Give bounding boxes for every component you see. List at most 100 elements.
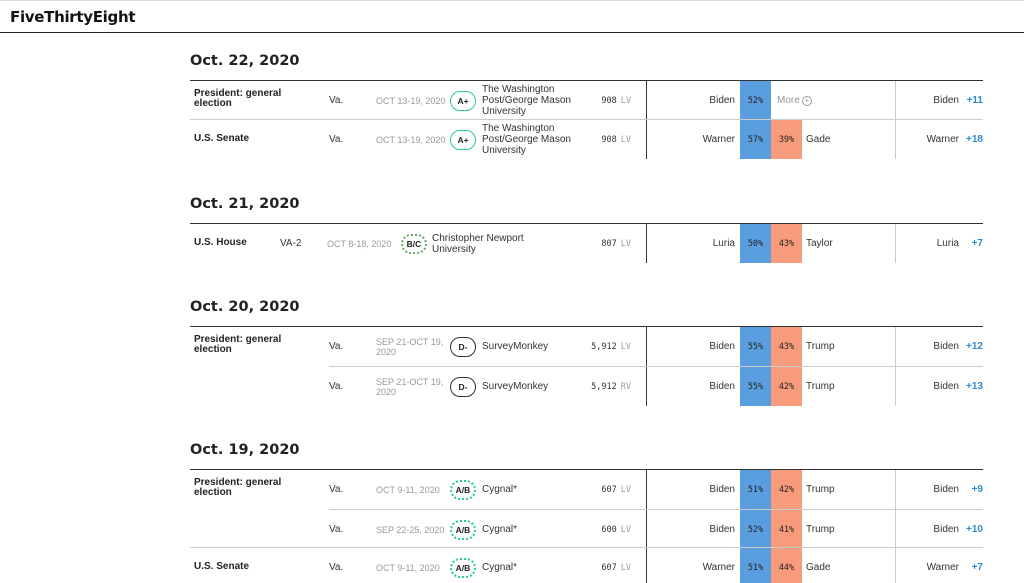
date-heading: Oct. 21, 2020 [190, 196, 300, 212]
race-group: President: general election Va. OCT 13-1… [190, 80, 983, 120]
sample-size: 908 LV [601, 134, 631, 145]
column-divider [646, 367, 647, 406]
pollster-grade-badge[interactable]: B/C [401, 233, 427, 254]
candidate-2-name: Trump [806, 381, 835, 392]
candidate-1-pct: 50% [740, 224, 771, 263]
fivethirtyeight-logo[interactable]: FiveThirtyEight [10, 8, 136, 26]
pollster-grade-badge[interactable]: A/B [450, 557, 476, 578]
candidate-1-pct: 52% [740, 510, 771, 549]
candidate-1-name: Luria [712, 238, 735, 249]
candidate-1-pct: 52% [740, 81, 771, 120]
state-label: Va. [329, 341, 344, 352]
poll-row[interactable]: Va. OCT 9-11, 2020 A/B Cygnal* 607 LV Bid… [329, 470, 983, 509]
population-label: LV [620, 134, 631, 145]
pollster-name[interactable]: SurveyMonkey [482, 341, 549, 352]
column-divider [646, 120, 647, 159]
pollster-grade-badge[interactable]: A+ [450, 129, 476, 150]
poll-row[interactable]: VA-2 OCT 8-18, 2020 B/C Christopher Newp… [280, 224, 983, 263]
candidate-1-name: Biden [709, 381, 735, 392]
pollster-name[interactable]: Cygnal* [482, 524, 518, 535]
poll-dates: OCT 8-18, 2020 [327, 238, 392, 249]
candidate-2-name: Trump [806, 341, 835, 352]
pollster-grade-badge[interactable]: A/B [450, 479, 476, 500]
pollster-grade-badge[interactable]: D- [450, 336, 476, 357]
candidate-2-pct: 42% [771, 470, 802, 509]
pollster-name[interactable]: Cygnal* [482, 562, 518, 573]
net-margin: +9 [971, 484, 983, 495]
candidate-2-pct: 42% [771, 367, 802, 406]
column-divider [646, 327, 647, 366]
poll-row[interactable]: Va. OCT 9-11, 2020 A/B Cygnal* 607 LV War… [329, 548, 983, 583]
plus-circle-icon: + [801, 95, 812, 106]
candidate-1-pct: 51% [740, 548, 771, 583]
poll-dates: OCT 13-19, 2020 [376, 95, 446, 106]
sample-size: 908 LV [601, 95, 631, 106]
candidate-1-name: Biden [709, 484, 735, 495]
net-leader-name: Luria [936, 238, 959, 249]
poll-row[interactable]: Va. SEP 22-25, 2020 A/B Cygnal* 600 LV Bi… [329, 509, 983, 549]
column-divider [895, 120, 896, 159]
state-label: Va. [329, 484, 344, 495]
net-margin: +7 [971, 562, 983, 573]
net-margin: +10 [966, 524, 983, 535]
candidate-2-name: Gade [806, 134, 831, 145]
race-label: President: general election [194, 334, 282, 355]
column-divider [646, 548, 647, 583]
poll-row[interactable]: Va. SEP 21-OCT 19, 2020 D- SurveyMonkey … [329, 327, 983, 366]
candidate-1-name: Warner [702, 562, 735, 573]
race-label: President: general election [194, 88, 282, 109]
sample-size: 807 LV [601, 238, 631, 249]
candidate-2-pct: 39% [771, 120, 802, 159]
column-divider [646, 81, 647, 120]
candidate-2-pct: 44% [771, 548, 802, 583]
population-label: LV [620, 484, 631, 495]
column-divider [895, 224, 896, 263]
sample-size: 5,912 LV [591, 341, 631, 352]
net-leader-name: Biden [933, 341, 959, 352]
date-heading: Oct. 20, 2020 [190, 299, 300, 315]
pollster-name[interactable]: SurveyMonkey [482, 381, 549, 392]
pollster-name[interactable]: Christopher Newport University [432, 232, 524, 255]
race-label: U.S. House [194, 237, 247, 248]
candidate-2-pct: 41% [771, 510, 802, 549]
district-label: VA-2 [280, 238, 302, 249]
poll-row[interactable]: Va. SEP 21-OCT 19, 2020 D- SurveyMonkey … [329, 366, 983, 406]
net-margin: +13 [966, 381, 983, 392]
column-divider [895, 510, 896, 549]
poll-dates: OCT 9-11, 2020 [376, 562, 440, 573]
sample-size: 607 LV [601, 562, 631, 573]
net-leader-name: Biden [933, 95, 959, 106]
pollster-grade-badge[interactable]: A/B [450, 519, 476, 540]
candidate-1-name: Warner [702, 134, 735, 145]
top-bar: FiveThirtyEight [0, 0, 1024, 33]
sample-size: 607 LV [601, 484, 631, 495]
net-leader-name: Biden [933, 484, 959, 495]
net-leader-name: Biden [933, 524, 959, 535]
net-leader-name: Biden [933, 381, 959, 392]
sample-size: 5,912 RV [591, 381, 631, 392]
column-divider [895, 367, 896, 406]
candidate-2-pct: 43% [771, 327, 802, 366]
column-divider [646, 510, 647, 549]
state-label: Va. [329, 134, 344, 145]
more-candidates-button[interactable]: More + [777, 81, 837, 120]
candidate-1-pct: 51% [740, 470, 771, 509]
poll-row[interactable]: Va. OCT 13-19, 2020 A+ The Washington Po… [329, 81, 983, 120]
pollster-grade-badge[interactable]: D- [450, 376, 476, 397]
net-margin: +7 [971, 238, 983, 249]
race-group: President: general election Va. SEP 21-O… [190, 326, 983, 406]
candidate-1-name: Biden [709, 524, 735, 535]
race-label: U.S. Senate [194, 561, 250, 572]
column-divider [646, 470, 647, 509]
race-label: U.S. Senate [194, 133, 250, 144]
pollster-name[interactable]: Cygnal* [482, 484, 518, 495]
net-leader-name: Warner [926, 134, 959, 145]
poll-row[interactable]: Va. OCT 13-19, 2020 A+ The Washington Po… [329, 120, 983, 159]
pollster-grade-badge[interactable]: A+ [450, 90, 476, 111]
population-label: LV [620, 341, 631, 352]
pollster-name[interactable]: The Washington Post/George Mason Univers… [482, 123, 571, 156]
candidate-1-name: Biden [709, 341, 735, 352]
pollster-name[interactable]: The Washington Post/George Mason Univers… [482, 84, 571, 117]
date-heading: Oct. 22, 2020 [190, 53, 300, 69]
date-heading: Oct. 19, 2020 [190, 442, 300, 458]
